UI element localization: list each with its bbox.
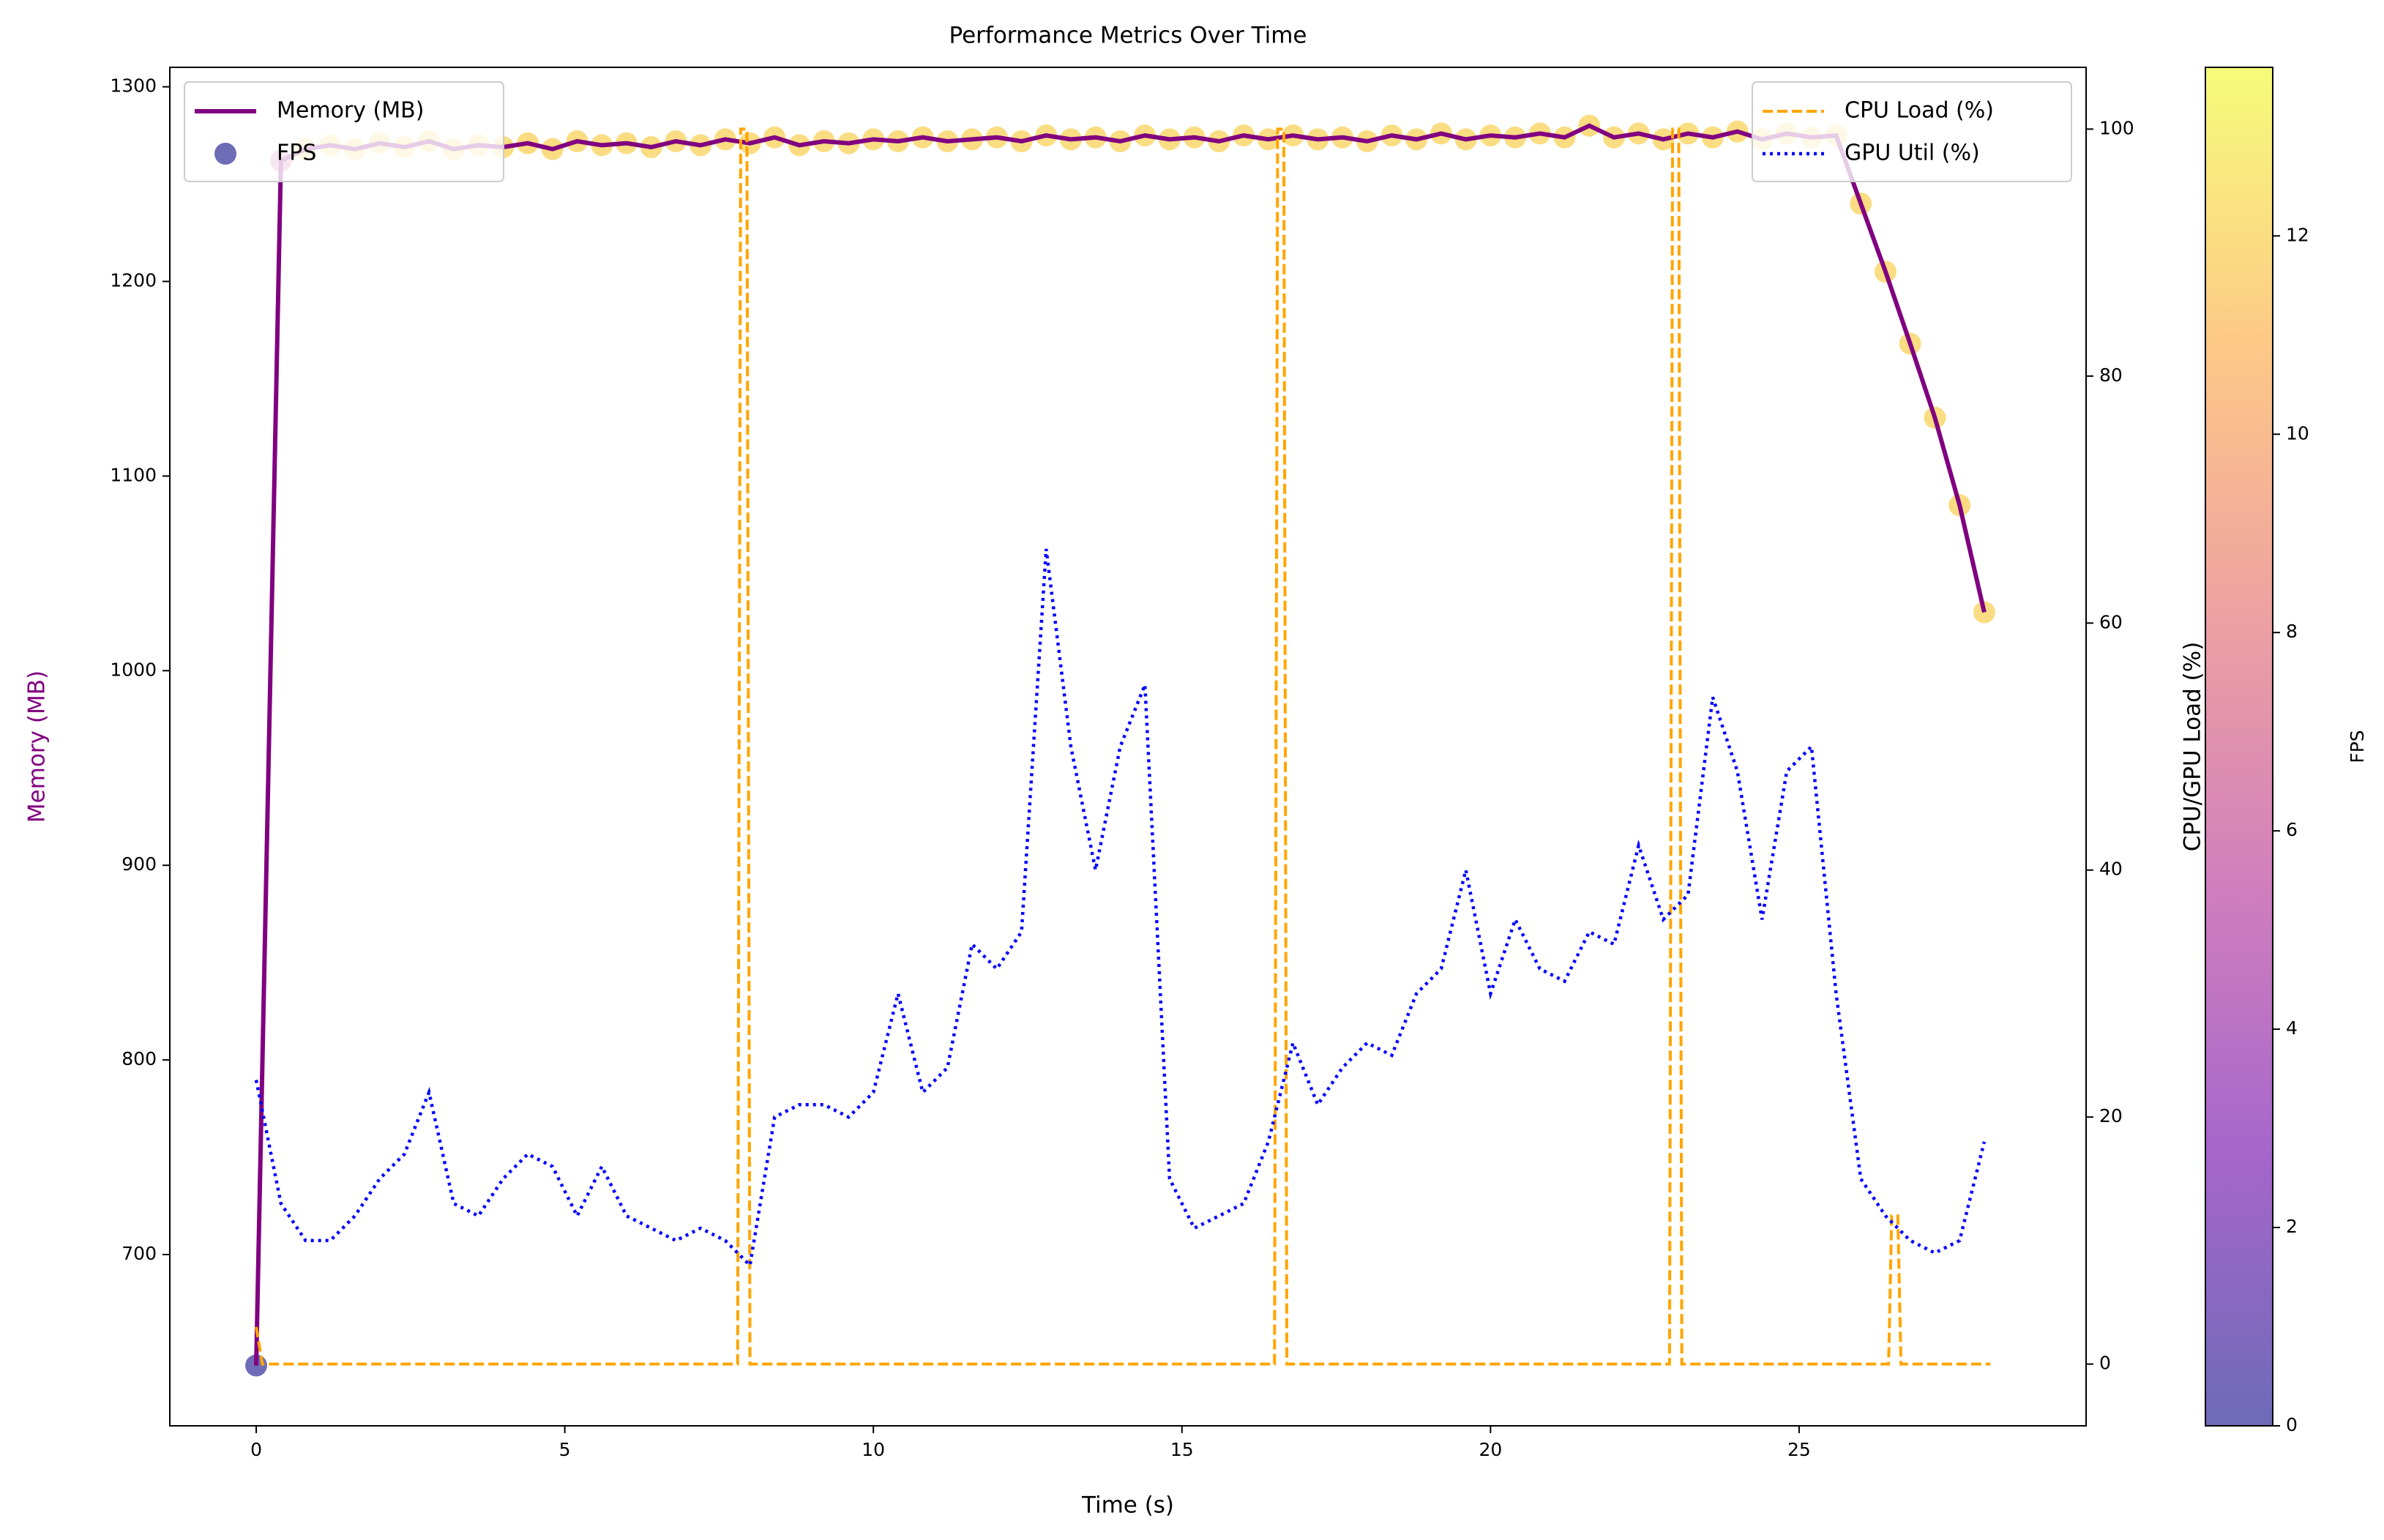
colorbar-tick-label: 10 xyxy=(2286,422,2309,444)
colorbar-label: FPS xyxy=(2347,730,2368,763)
legend-label: CPU Load (%) xyxy=(1845,98,1994,124)
legend-marker xyxy=(214,143,236,165)
plot-area xyxy=(245,114,1995,1377)
y-tick-label: 1100 xyxy=(110,464,157,485)
series-line xyxy=(254,548,1987,1269)
y2-tick-label: 20 xyxy=(2099,1105,2123,1126)
colorbar-tick-label: 4 xyxy=(2286,1017,2298,1039)
x-tick-label: 0 xyxy=(250,1439,262,1460)
y-tick-label: 800 xyxy=(122,1048,157,1069)
x-tick-label: 20 xyxy=(1479,1439,1502,1460)
y-tick-label: 1000 xyxy=(110,659,157,680)
colorbar-tick-label: 0 xyxy=(2286,1414,2298,1435)
colorbar-tick-label: 8 xyxy=(2286,621,2298,642)
y2-tick-label: 0 xyxy=(2099,1353,2111,1374)
y-tick-label: 700 xyxy=(122,1243,157,1264)
legend-box xyxy=(1752,81,2072,182)
legend-label: Memory (MB) xyxy=(277,98,424,124)
series-line xyxy=(255,127,1991,1366)
chart-title: Performance Metrics Over Time xyxy=(949,23,1307,49)
y-tick-label: 900 xyxy=(122,853,157,875)
x-tick-label: 10 xyxy=(862,1439,885,1460)
y2-tick-label: 80 xyxy=(2099,365,2123,386)
series-line xyxy=(254,123,1987,1366)
plot-frame xyxy=(169,67,2087,1427)
y-tick-label: 1300 xyxy=(110,75,157,97)
x-axis-label: Time (s) xyxy=(1081,1492,1174,1519)
legend-label: GPU Util (%) xyxy=(1845,141,1980,166)
colorbar xyxy=(2205,67,2273,1427)
legend-box xyxy=(184,81,504,182)
x-tick-label: 5 xyxy=(559,1439,571,1460)
y2-tick-label: 40 xyxy=(2099,859,2123,880)
x-tick-label: 25 xyxy=(1787,1439,1811,1460)
fps-point xyxy=(1973,601,1995,624)
y2-axis-label: CPU/GPU Load (%) xyxy=(2180,642,2206,852)
colorbar-tick-label: 12 xyxy=(2286,224,2309,245)
y2-tick-label: 60 xyxy=(2099,611,2123,632)
colorbar-tick-label: 6 xyxy=(2286,819,2298,840)
y-tick-label: 1200 xyxy=(110,269,157,291)
y-axis-label: Memory (MB) xyxy=(24,670,51,823)
legend-label: FPS xyxy=(277,141,316,166)
y2-tick-label: 100 xyxy=(2099,117,2134,138)
x-tick-label: 15 xyxy=(1170,1439,1194,1460)
colorbar-tick-label: 2 xyxy=(2286,1216,2298,1237)
